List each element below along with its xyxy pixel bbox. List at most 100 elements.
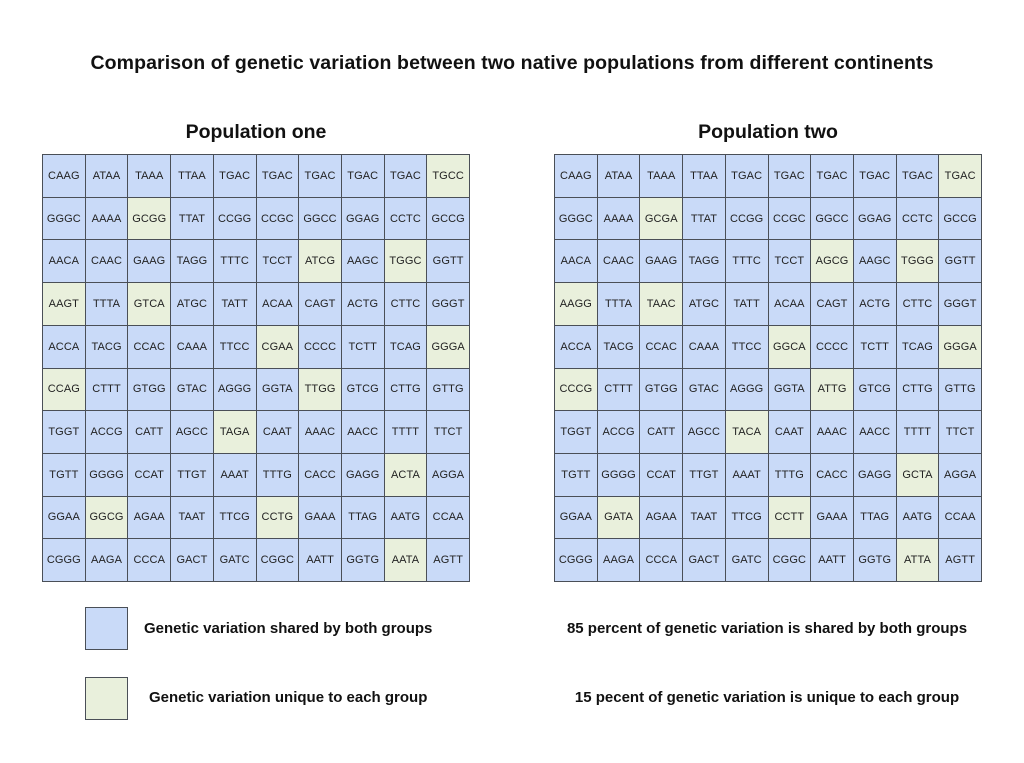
shared-sequence-cell: GTCG xyxy=(341,368,385,412)
shared-sequence-cell: CCAC xyxy=(128,325,172,369)
unique-percentage-statement: 15 pecent of genetic variation is unique… xyxy=(574,689,960,706)
unique-sequence-cell: TGGC xyxy=(384,240,428,284)
shared-sequence-cell: TTAG xyxy=(853,496,897,540)
shared-sequence-cell: TTCC xyxy=(213,325,257,369)
shared-sequence-cell: GACT xyxy=(683,539,726,582)
shared-sequence-cell: CTTT xyxy=(597,368,641,412)
shared-sequence-cell: TCTT xyxy=(341,325,385,369)
shared-sequence-cell: CCCC xyxy=(299,325,342,369)
unique-sequence-cell: TTGG xyxy=(299,368,342,412)
shared-sequence-cell: CCGC xyxy=(256,197,300,241)
shared-sequence-cell: TCTT xyxy=(853,325,897,369)
shared-sequence-cell: TTAG xyxy=(341,496,385,540)
shared-sequence-cell: CCGG xyxy=(725,197,769,241)
shared-sequence-cell: TCCT xyxy=(768,240,812,284)
shared-sequence-cell: AGGG xyxy=(213,368,257,412)
unique-sequence-cell: AAGG xyxy=(555,283,598,326)
shared-sequence-cell: GTAC xyxy=(683,368,726,412)
shared-sequence-cell: CCCA xyxy=(640,539,684,582)
shared-sequence-cell: CCTC xyxy=(384,197,428,241)
shared-sequence-cell: CTTG xyxy=(384,368,428,412)
shared-sequence-cell: GGAG xyxy=(853,197,897,241)
shared-sequence-cell: AACA xyxy=(43,240,86,284)
shared-sequence-cell: ACTG xyxy=(341,283,385,326)
shared-sequence-cell: CCGC xyxy=(768,197,812,241)
shared-sequence-cell: GGTT xyxy=(427,240,470,284)
unique-sequence-cell: AGCG xyxy=(811,240,854,284)
unique-sequence-cell: GCTA xyxy=(896,453,940,497)
shared-sequence-cell: CAAT xyxy=(768,411,812,454)
shared-sequence-cell: ACCG xyxy=(85,411,129,454)
shared-sequence-cell: CAGT xyxy=(299,283,342,326)
unique-sequence-cell: GATA xyxy=(597,496,641,540)
shared-sequence-cell: CAAG xyxy=(555,155,598,198)
shared-sequence-cell: GTTG xyxy=(427,368,470,412)
shared-sequence-cell: TTAA xyxy=(171,155,214,198)
shared-sequence-cell: AAAT xyxy=(725,453,769,497)
shared-sequence-cell: AAAC xyxy=(299,411,342,454)
shared-percentage-statement: 85 percent of genetic variation is share… xyxy=(566,620,968,637)
shared-sequence-cell: ACAA xyxy=(768,283,812,326)
shared-sequence-cell: TGTT xyxy=(43,453,86,497)
shared-sequence-cell: CCCC xyxy=(811,325,854,369)
shared-variation-label: Genetic variation shared by both groups xyxy=(144,620,433,637)
shared-sequence-cell: TGAC xyxy=(299,155,342,198)
shared-sequence-cell: GAAG xyxy=(640,240,684,284)
shared-sequence-cell: TAAA xyxy=(128,155,172,198)
shared-sequence-cell: GAAG xyxy=(128,240,172,284)
unique-sequence-cell: GGCA xyxy=(768,325,812,369)
shared-sequence-cell: TGAC xyxy=(213,155,257,198)
shared-sequence-cell: AAGC xyxy=(853,240,897,284)
shared-sequence-cell: AGAA xyxy=(640,496,684,540)
unique-sequence-cell: AATA xyxy=(384,539,428,582)
unique-sequence-cell: GCGG xyxy=(128,197,172,241)
shared-sequence-cell: TGTT xyxy=(555,453,598,497)
shared-sequence-cell: AGGA xyxy=(939,453,982,497)
shared-sequence-cell: CGGG xyxy=(43,539,86,582)
unique-variation-label: Genetic variation unique to each group xyxy=(149,689,428,706)
unique-sequence-cell: CCTT xyxy=(768,496,812,540)
main-title: Comparison of genetic variation between … xyxy=(90,52,934,74)
shared-sequence-cell: GGTA xyxy=(768,368,812,412)
shared-sequence-cell: CAAC xyxy=(597,240,641,284)
shared-sequence-cell: AAAA xyxy=(85,197,129,241)
shared-sequence-cell: GTAC xyxy=(171,368,214,412)
shared-sequence-cell: GGGG xyxy=(85,453,129,497)
unique-sequence-cell: TAGA xyxy=(213,411,257,454)
shared-sequence-cell: AAAA xyxy=(597,197,641,241)
shared-sequence-cell: CAAT xyxy=(256,411,300,454)
population-one-title: Population one xyxy=(185,121,327,143)
shared-sequence-cell: GGGT xyxy=(939,283,982,326)
unique-sequence-cell: GCGA xyxy=(640,197,684,241)
shared-sequence-cell: CGGG xyxy=(555,539,598,582)
shared-sequence-cell: GATC xyxy=(725,539,769,582)
shared-sequence-cell: AGCC xyxy=(683,411,726,454)
shared-sequence-cell: ACCG xyxy=(597,411,641,454)
unique-sequence-cell: TACA xyxy=(725,411,769,454)
shared-sequence-cell: GGTT xyxy=(939,240,982,284)
shared-sequence-cell: TTTG xyxy=(768,453,812,497)
shared-sequence-cell: AACC xyxy=(341,411,385,454)
shared-sequence-cell: TGGT xyxy=(555,411,598,454)
shared-sequence-cell: CCTC xyxy=(896,197,940,241)
shared-sequence-cell: ATGC xyxy=(683,283,726,326)
shared-variation-swatch xyxy=(85,607,128,650)
shared-sequence-cell: TATT xyxy=(725,283,769,326)
shared-sequence-cell: AGAA xyxy=(128,496,172,540)
unique-sequence-cell: ACTA xyxy=(384,453,428,497)
shared-sequence-cell: CGGC xyxy=(256,539,300,582)
shared-sequence-cell: CCAT xyxy=(640,453,684,497)
shared-sequence-cell: GATC xyxy=(213,539,257,582)
shared-sequence-cell: CACC xyxy=(299,453,342,497)
shared-sequence-cell: TTCG xyxy=(725,496,769,540)
shared-sequence-cell: CCGG xyxy=(213,197,257,241)
shared-sequence-cell: CGGC xyxy=(768,539,812,582)
shared-sequence-cell: TACG xyxy=(597,325,641,369)
shared-sequence-cell: AGCC xyxy=(171,411,214,454)
shared-sequence-cell: CATT xyxy=(640,411,684,454)
unique-sequence-cell: TGGG xyxy=(896,240,940,284)
shared-sequence-cell: TAGG xyxy=(683,240,726,284)
shared-sequence-cell: GTGG xyxy=(128,368,172,412)
shared-sequence-cell: GGCC xyxy=(299,197,342,241)
shared-sequence-cell: CCAT xyxy=(128,453,172,497)
